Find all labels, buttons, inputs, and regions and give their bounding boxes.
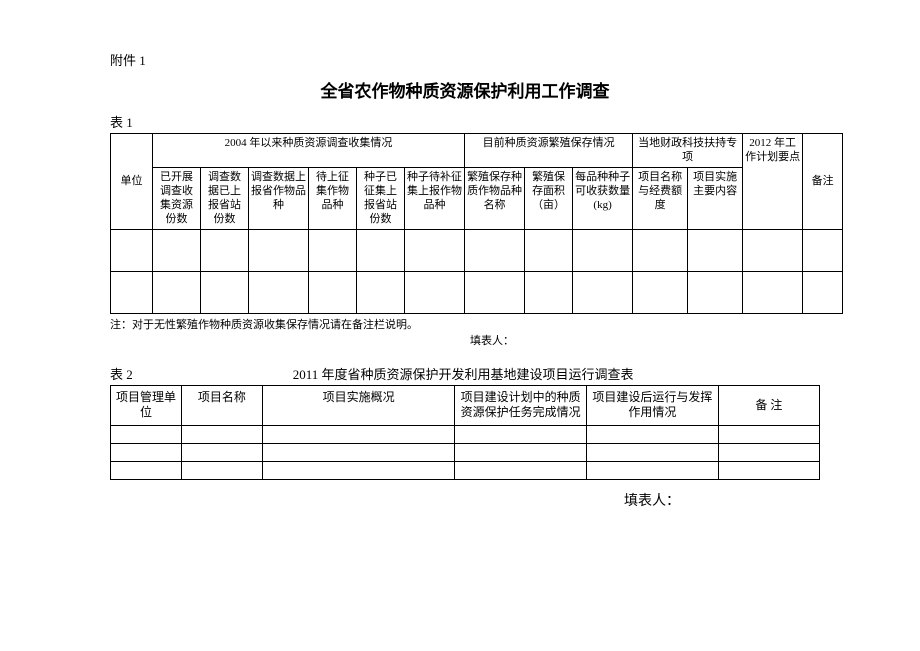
table-cell (262, 425, 454, 443)
table-cell (743, 229, 803, 271)
table-cell (405, 271, 465, 313)
table-cell (465, 229, 525, 271)
table-row (111, 229, 843, 271)
table1-col-repro-2: 每品种种子可收获数量(kg) (573, 167, 633, 229)
table-cell (455, 443, 587, 461)
footnote-left: 注：对于无性繁殖作物种质资源收集保存情况请在备注栏说明。 (110, 319, 418, 331)
table1-sub-header-row: 已开展调查收集资源份数 调查数据已上报省站份数 调查数据上报省作物品种 待上征集… (111, 167, 843, 229)
table2-signer: 填表人： (110, 490, 820, 510)
table-cell (718, 443, 819, 461)
table1-group-survey: 2004 年以来种质资源调查收集情况 (153, 134, 465, 168)
table-cell (633, 229, 688, 271)
table2-col-2: 项目实施概况 (262, 385, 454, 425)
table-cell (525, 229, 573, 271)
table-cell (309, 271, 357, 313)
attachment-label: 附件 1 (110, 50, 820, 69)
table-cell (357, 271, 405, 313)
table-cell (249, 271, 309, 313)
table1-col-survey-4: 种子已征集上报省站份数 (357, 167, 405, 229)
table-row (111, 443, 820, 461)
table-cell (803, 271, 843, 313)
table-row (111, 425, 820, 443)
table-cell (309, 229, 357, 271)
table-cell (181, 461, 262, 479)
table-cell (587, 425, 719, 443)
table-cell (525, 271, 573, 313)
table1-col-survey-2: 调查数据上报省作物品种 (249, 167, 309, 229)
table1-footnote: 注：对于无性繁殖作物种质资源收集保存情况请在备注栏说明。 填表人： (110, 316, 820, 348)
table-cell (688, 271, 743, 313)
footnote-right: 填表人： (470, 332, 514, 348)
table-cell (573, 271, 633, 313)
table-cell (111, 443, 182, 461)
table-cell (718, 461, 819, 479)
table-cell (803, 229, 843, 271)
main-title: 全省农作物种质资源保护利用工作调查 (110, 77, 820, 102)
table-cell (688, 229, 743, 271)
table-cell (111, 425, 182, 443)
table2-col-3: 项目建设计划中的种质资源保护任务完成情况 (455, 385, 587, 425)
table-cell (153, 229, 201, 271)
table1: 单位 2004 年以来种质资源调查收集情况 目前种质资源繁殖保存情况 当地财政科… (110, 133, 843, 314)
table2-col-1: 项目名称 (181, 385, 262, 425)
table2-label: 表 2 (110, 364, 133, 383)
table1-col-unit: 单位 (111, 134, 153, 230)
table-cell (587, 461, 719, 479)
table-cell (111, 229, 153, 271)
table-cell (262, 461, 454, 479)
table1-group-header-row: 单位 2004 年以来种质资源调查收集情况 目前种质资源繁殖保存情况 当地财政科… (111, 134, 843, 168)
table-row (111, 461, 820, 479)
table-cell (201, 271, 249, 313)
table-cell (153, 271, 201, 313)
table-cell (111, 461, 182, 479)
table1-col-repro-1: 繁殖保存面积（亩） (525, 167, 573, 229)
table1-col-fin-1: 项目实施主要内容 (688, 167, 743, 229)
table2-title: 2011 年度省种质资源保护开发利用基地建设项目运行调查表 (293, 364, 634, 383)
table1-label: 表 1 (110, 112, 820, 131)
table1-col-survey-0: 已开展调查收集资源份数 (153, 167, 201, 229)
table1-col-survey-5: 种子待补征集上报作物品种 (405, 167, 465, 229)
table-cell (455, 425, 587, 443)
table-row (111, 271, 843, 313)
table-cell (181, 443, 262, 461)
table-cell (201, 229, 249, 271)
table2-col-0: 项目管理单位 (111, 385, 182, 425)
table-cell (262, 443, 454, 461)
table-cell (587, 443, 719, 461)
table-cell (357, 229, 405, 271)
table-cell (111, 271, 153, 313)
table2-col-4: 项目建设后运行与发挥作用情况 (587, 385, 719, 425)
table1-group-finance: 当地财政科技扶持专项 (633, 134, 743, 168)
table1-col-plan2012: 2012 年工作计划要点 (743, 134, 803, 230)
table1-group-reproduction: 目前种质资源繁殖保存情况 (465, 134, 633, 168)
table-cell (405, 229, 465, 271)
table1-col-fin-0: 项目名称与经费额度 (633, 167, 688, 229)
table-cell (718, 425, 819, 443)
table-cell (455, 461, 587, 479)
table1-col-remark: 备注 (803, 134, 843, 230)
table1-col-repro-0: 繁殖保存种质作物品种名称 (465, 167, 525, 229)
table2-col-5: 备 注 (718, 385, 819, 425)
table2-header-row: 项目管理单位 项目名称 项目实施概况 项目建设计划中的种质资源保护任务完成情况 … (111, 385, 820, 425)
table1-col-survey-3: 待上征集作物品种 (309, 167, 357, 229)
table1-col-survey-1: 调查数据已上报省站份数 (201, 167, 249, 229)
table-cell (249, 229, 309, 271)
table-cell (743, 271, 803, 313)
table2: 项目管理单位 项目名称 项目实施概况 项目建设计划中的种质资源保护任务完成情况 … (110, 385, 820, 480)
table-cell (633, 271, 688, 313)
table-cell (465, 271, 525, 313)
table-cell (573, 229, 633, 271)
table-cell (181, 425, 262, 443)
